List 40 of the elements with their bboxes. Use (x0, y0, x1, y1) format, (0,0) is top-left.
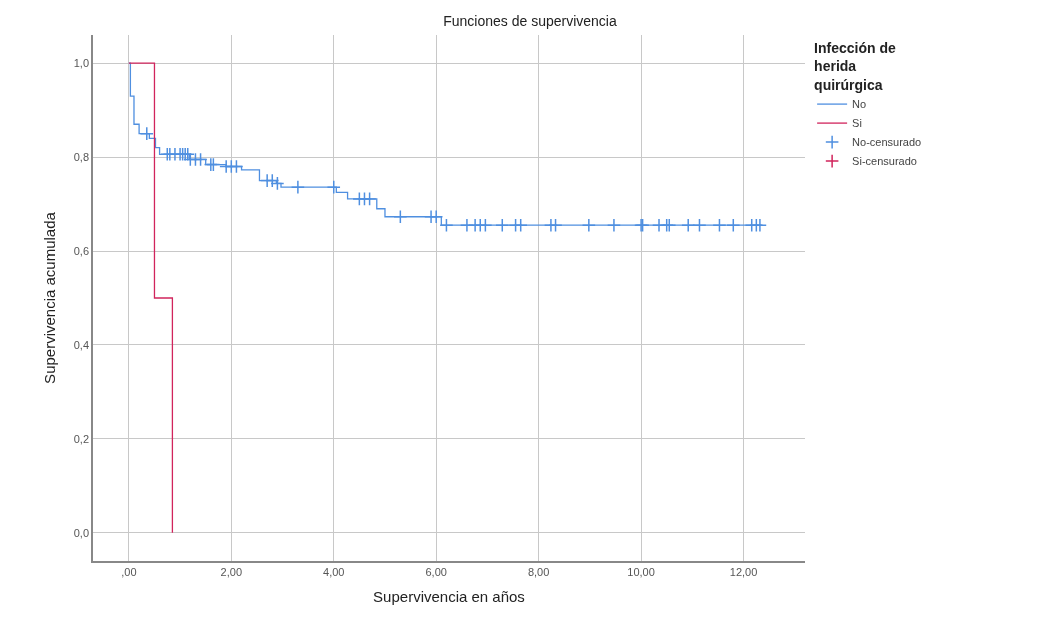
point (681, 218, 696, 233)
x-axis-title: Supervivencia en años (373, 588, 525, 606)
point (712, 218, 727, 233)
legend-label: No-censurado (852, 136, 922, 149)
y-tick-label: 0,8 (73, 150, 90, 163)
legend-label: No (852, 98, 867, 111)
point (290, 180, 305, 195)
x-tick-label: 2,00 (220, 565, 243, 578)
point (513, 218, 528, 233)
chart-title: Funciones de supervivencia (443, 12, 617, 29)
y-tick-label: 0,0 (73, 526, 90, 539)
x-tick-label: ,00 (121, 565, 137, 578)
point (229, 159, 244, 174)
x-tick-label: 8,00 (527, 565, 550, 578)
point (692, 218, 707, 233)
x-tick-label: 12,00 (729, 565, 758, 578)
y-tick-label: 1,0 (73, 57, 90, 70)
point (326, 180, 341, 195)
point (581, 218, 596, 233)
y-tick-label: 0,2 (73, 432, 90, 445)
point (193, 152, 208, 167)
point (495, 218, 510, 233)
point (265, 173, 280, 188)
point (393, 209, 408, 224)
point (606, 218, 621, 233)
point (548, 218, 563, 233)
x-tick-label: 6,00 (425, 565, 447, 578)
legend-title: Infección de herida quirúrgica (814, 40, 897, 93)
legend-label: Si-censurado (852, 155, 917, 168)
point (270, 176, 285, 191)
y-tick-label: 0,4 (73, 338, 90, 351)
legend-label: Si (852, 117, 862, 130)
y-axis-title: Supervivencia acumulada (40, 211, 58, 384)
x-tick-label: 4,00 (323, 565, 345, 578)
y-tick-label: 0,6 (73, 244, 90, 257)
point (439, 218, 454, 233)
point (139, 126, 154, 141)
point (726, 218, 741, 233)
point (429, 209, 444, 224)
x-tick-label: 10,00 (627, 565, 655, 578)
